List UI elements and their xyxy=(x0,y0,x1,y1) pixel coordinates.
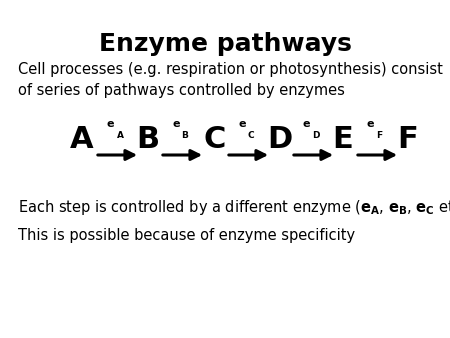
Text: C: C xyxy=(248,131,254,140)
Text: D: D xyxy=(312,131,320,140)
Text: $\mathbf{e}$: $\mathbf{e}$ xyxy=(366,119,375,129)
Text: $\mathbf{e}$: $\mathbf{e}$ xyxy=(302,119,311,129)
Text: F: F xyxy=(398,125,418,154)
Text: F: F xyxy=(377,131,382,140)
Text: $\mathbf{e}$: $\mathbf{e}$ xyxy=(107,119,116,129)
Text: C: C xyxy=(204,125,226,154)
Text: $\mathbf{e}$: $\mathbf{e}$ xyxy=(171,119,180,129)
Text: B: B xyxy=(136,125,160,154)
Text: $\mathbf{e}$: $\mathbf{e}$ xyxy=(238,119,247,129)
Text: A: A xyxy=(117,131,123,140)
Text: This is possible because of enzyme specificity: This is possible because of enzyme speci… xyxy=(18,228,355,243)
Text: E: E xyxy=(333,125,353,154)
Text: D: D xyxy=(267,125,293,154)
Text: Cell processes (e.g. respiration or photosynthesis) consist
of series of pathway: Cell processes (e.g. respiration or phot… xyxy=(18,62,443,98)
Text: B: B xyxy=(181,131,189,140)
Text: Each step is controlled by a different enzyme ($\mathbf{e_A}$, $\mathbf{e_B}$, $: Each step is controlled by a different e… xyxy=(18,198,450,217)
Text: A: A xyxy=(70,125,94,154)
Text: Enzyme pathways: Enzyme pathways xyxy=(99,32,351,56)
